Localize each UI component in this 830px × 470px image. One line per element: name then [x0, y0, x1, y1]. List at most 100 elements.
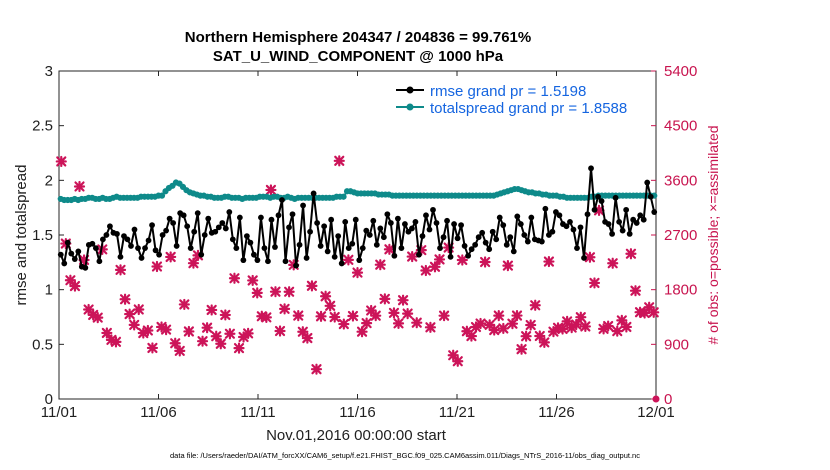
rmse-point [619, 227, 626, 234]
obs-marker [525, 319, 537, 331]
obs-point [169, 337, 181, 349]
obs-marker [333, 155, 345, 167]
rmse-point [489, 228, 496, 235]
rmse-point [433, 220, 440, 226]
obs-point [424, 321, 437, 333]
rmse-point [300, 202, 306, 209]
rmse-point [503, 241, 510, 248]
rmse-point [402, 221, 408, 227]
obs-marker [338, 318, 350, 330]
rmse-point [616, 218, 623, 225]
obs-point [620, 321, 632, 333]
rmse-point [363, 227, 370, 234]
obs-marker [402, 307, 414, 320]
rmse-point [493, 236, 500, 243]
rmse-point [261, 245, 268, 252]
obs-point [292, 310, 304, 322]
obs-point [611, 325, 623, 337]
rmse-point [205, 215, 212, 222]
rmse-point [159, 232, 166, 238]
obs-marker [114, 264, 127, 276]
obs-marker [310, 363, 323, 375]
obs-marker [447, 349, 459, 361]
obs-point [224, 328, 236, 340]
rmse-point [430, 206, 436, 213]
obs-point [219, 309, 231, 321]
obs-point [607, 257, 619, 269]
obs-marker [639, 307, 651, 319]
rmse-point [465, 252, 472, 259]
obs-point [228, 272, 241, 284]
obs-point [324, 300, 336, 312]
obs-marker [488, 324, 500, 336]
obs-point [515, 343, 528, 355]
legend-rmse-marker [406, 86, 414, 94]
obs-point [556, 323, 569, 335]
legend-spread-marker [406, 103, 414, 111]
obs-point [124, 308, 136, 320]
rmse-point [335, 233, 342, 239]
obs-marker [648, 306, 660, 318]
rmse-point [142, 245, 148, 252]
obs-point [178, 298, 190, 311]
rmse-point [423, 212, 429, 219]
obs-marker [456, 254, 468, 266]
obs-point [433, 253, 446, 266]
rmse-point [387, 220, 394, 226]
obs-marker [365, 304, 377, 317]
obs-marker [155, 321, 168, 333]
rmse-point [549, 228, 556, 235]
y-tick-label: 1.5 [32, 227, 53, 244]
obs-marker [146, 342, 159, 354]
rmse-point [233, 245, 240, 252]
rmse-point [359, 245, 366, 252]
obs-point [575, 311, 587, 323]
obs-marker [465, 330, 478, 342]
rmse-point [187, 245, 194, 252]
obs-marker [283, 286, 295, 298]
obs-point [374, 259, 386, 271]
rmse-point [289, 211, 296, 218]
rmse-point [451, 221, 457, 227]
rmse-point [416, 251, 422, 258]
obs-marker [342, 254, 354, 266]
obs-marker [538, 336, 550, 348]
obs-marker [433, 253, 446, 266]
obs-point [55, 155, 67, 168]
x-tick-label: 12/01 [637, 404, 675, 421]
rmse-line [59, 167, 656, 269]
obs-marker [233, 342, 245, 354]
x-axis-ticks: 11/01 11/06 11/11 11/16 11/21 11/26 12/01 [41, 71, 675, 421]
obs-point [278, 303, 291, 315]
rmse-point [640, 216, 647, 223]
y-tick-label: 2 [45, 172, 53, 189]
obs-marker [274, 325, 286, 337]
x-tick-label: 11/16 [339, 404, 375, 421]
obs-point [415, 244, 427, 256]
obs-marker [552, 322, 564, 334]
rmse-point [458, 222, 464, 229]
rmse-point [472, 241, 479, 248]
obs-marker [228, 272, 241, 284]
obs-point [210, 330, 222, 342]
obs-point [529, 299, 541, 311]
obs-point [625, 248, 637, 260]
rmse-point [324, 248, 331, 255]
obs-point [160, 324, 172, 336]
obs-point [406, 250, 418, 263]
obs-point [497, 322, 509, 335]
rmse-point [254, 257, 261, 264]
legend: rmse grand pr = 1.5198 totalspread grand… [396, 83, 627, 117]
x-tick-label: 11/06 [140, 404, 176, 421]
rmse-point [57, 251, 64, 258]
x-tick-label: 11/11 [240, 404, 275, 421]
obs-marker [324, 300, 336, 312]
obs-point [538, 336, 550, 348]
rmse-point [293, 262, 299, 269]
rmse-point [373, 241, 380, 248]
obs-point [561, 315, 573, 327]
y-right-tick-label: 3600 [664, 172, 697, 189]
obs-point [137, 327, 149, 339]
obs-point [502, 260, 514, 272]
obs-point [511, 309, 523, 322]
